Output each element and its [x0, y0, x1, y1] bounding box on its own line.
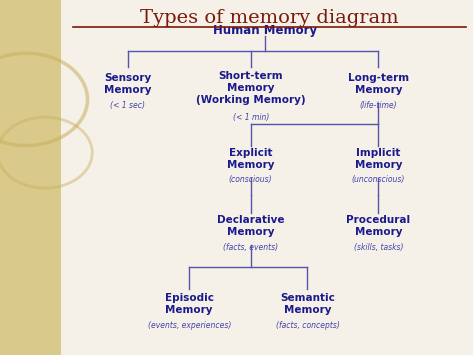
Text: (< 1 sec): (< 1 sec) — [110, 101, 145, 110]
Text: (skills, tasks): (skills, tasks) — [354, 243, 403, 252]
Text: Short-term
Memory
(Working Memory): Short-term Memory (Working Memory) — [196, 71, 306, 105]
Text: Procedural
Memory: Procedural Memory — [346, 215, 411, 237]
Text: (< 1 min): (< 1 min) — [233, 113, 269, 121]
Text: (facts, events): (facts, events) — [223, 243, 278, 252]
Text: Sensory
Memory: Sensory Memory — [104, 73, 151, 95]
Text: Implicit
Memory: Implicit Memory — [355, 148, 402, 170]
FancyBboxPatch shape — [0, 0, 61, 355]
Text: (unconscious): (unconscious) — [352, 175, 405, 184]
Text: Semantic
Memory: Semantic Memory — [280, 293, 335, 315]
Text: Explicit
Memory: Explicit Memory — [227, 148, 274, 170]
Text: (facts, concepts): (facts, concepts) — [275, 321, 340, 330]
Text: (events, experiences): (events, experiences) — [148, 321, 231, 330]
Text: Episodic
Memory: Episodic Memory — [165, 293, 214, 315]
Text: Human Memory: Human Memory — [213, 24, 317, 37]
Text: Types of memory diagram: Types of memory diagram — [140, 9, 399, 27]
Text: Declarative
Memory: Declarative Memory — [217, 215, 284, 237]
Text: Long-term
Memory: Long-term Memory — [348, 73, 409, 95]
Text: (life-time): (life-time) — [359, 101, 397, 110]
Text: (conscious): (conscious) — [229, 175, 272, 184]
